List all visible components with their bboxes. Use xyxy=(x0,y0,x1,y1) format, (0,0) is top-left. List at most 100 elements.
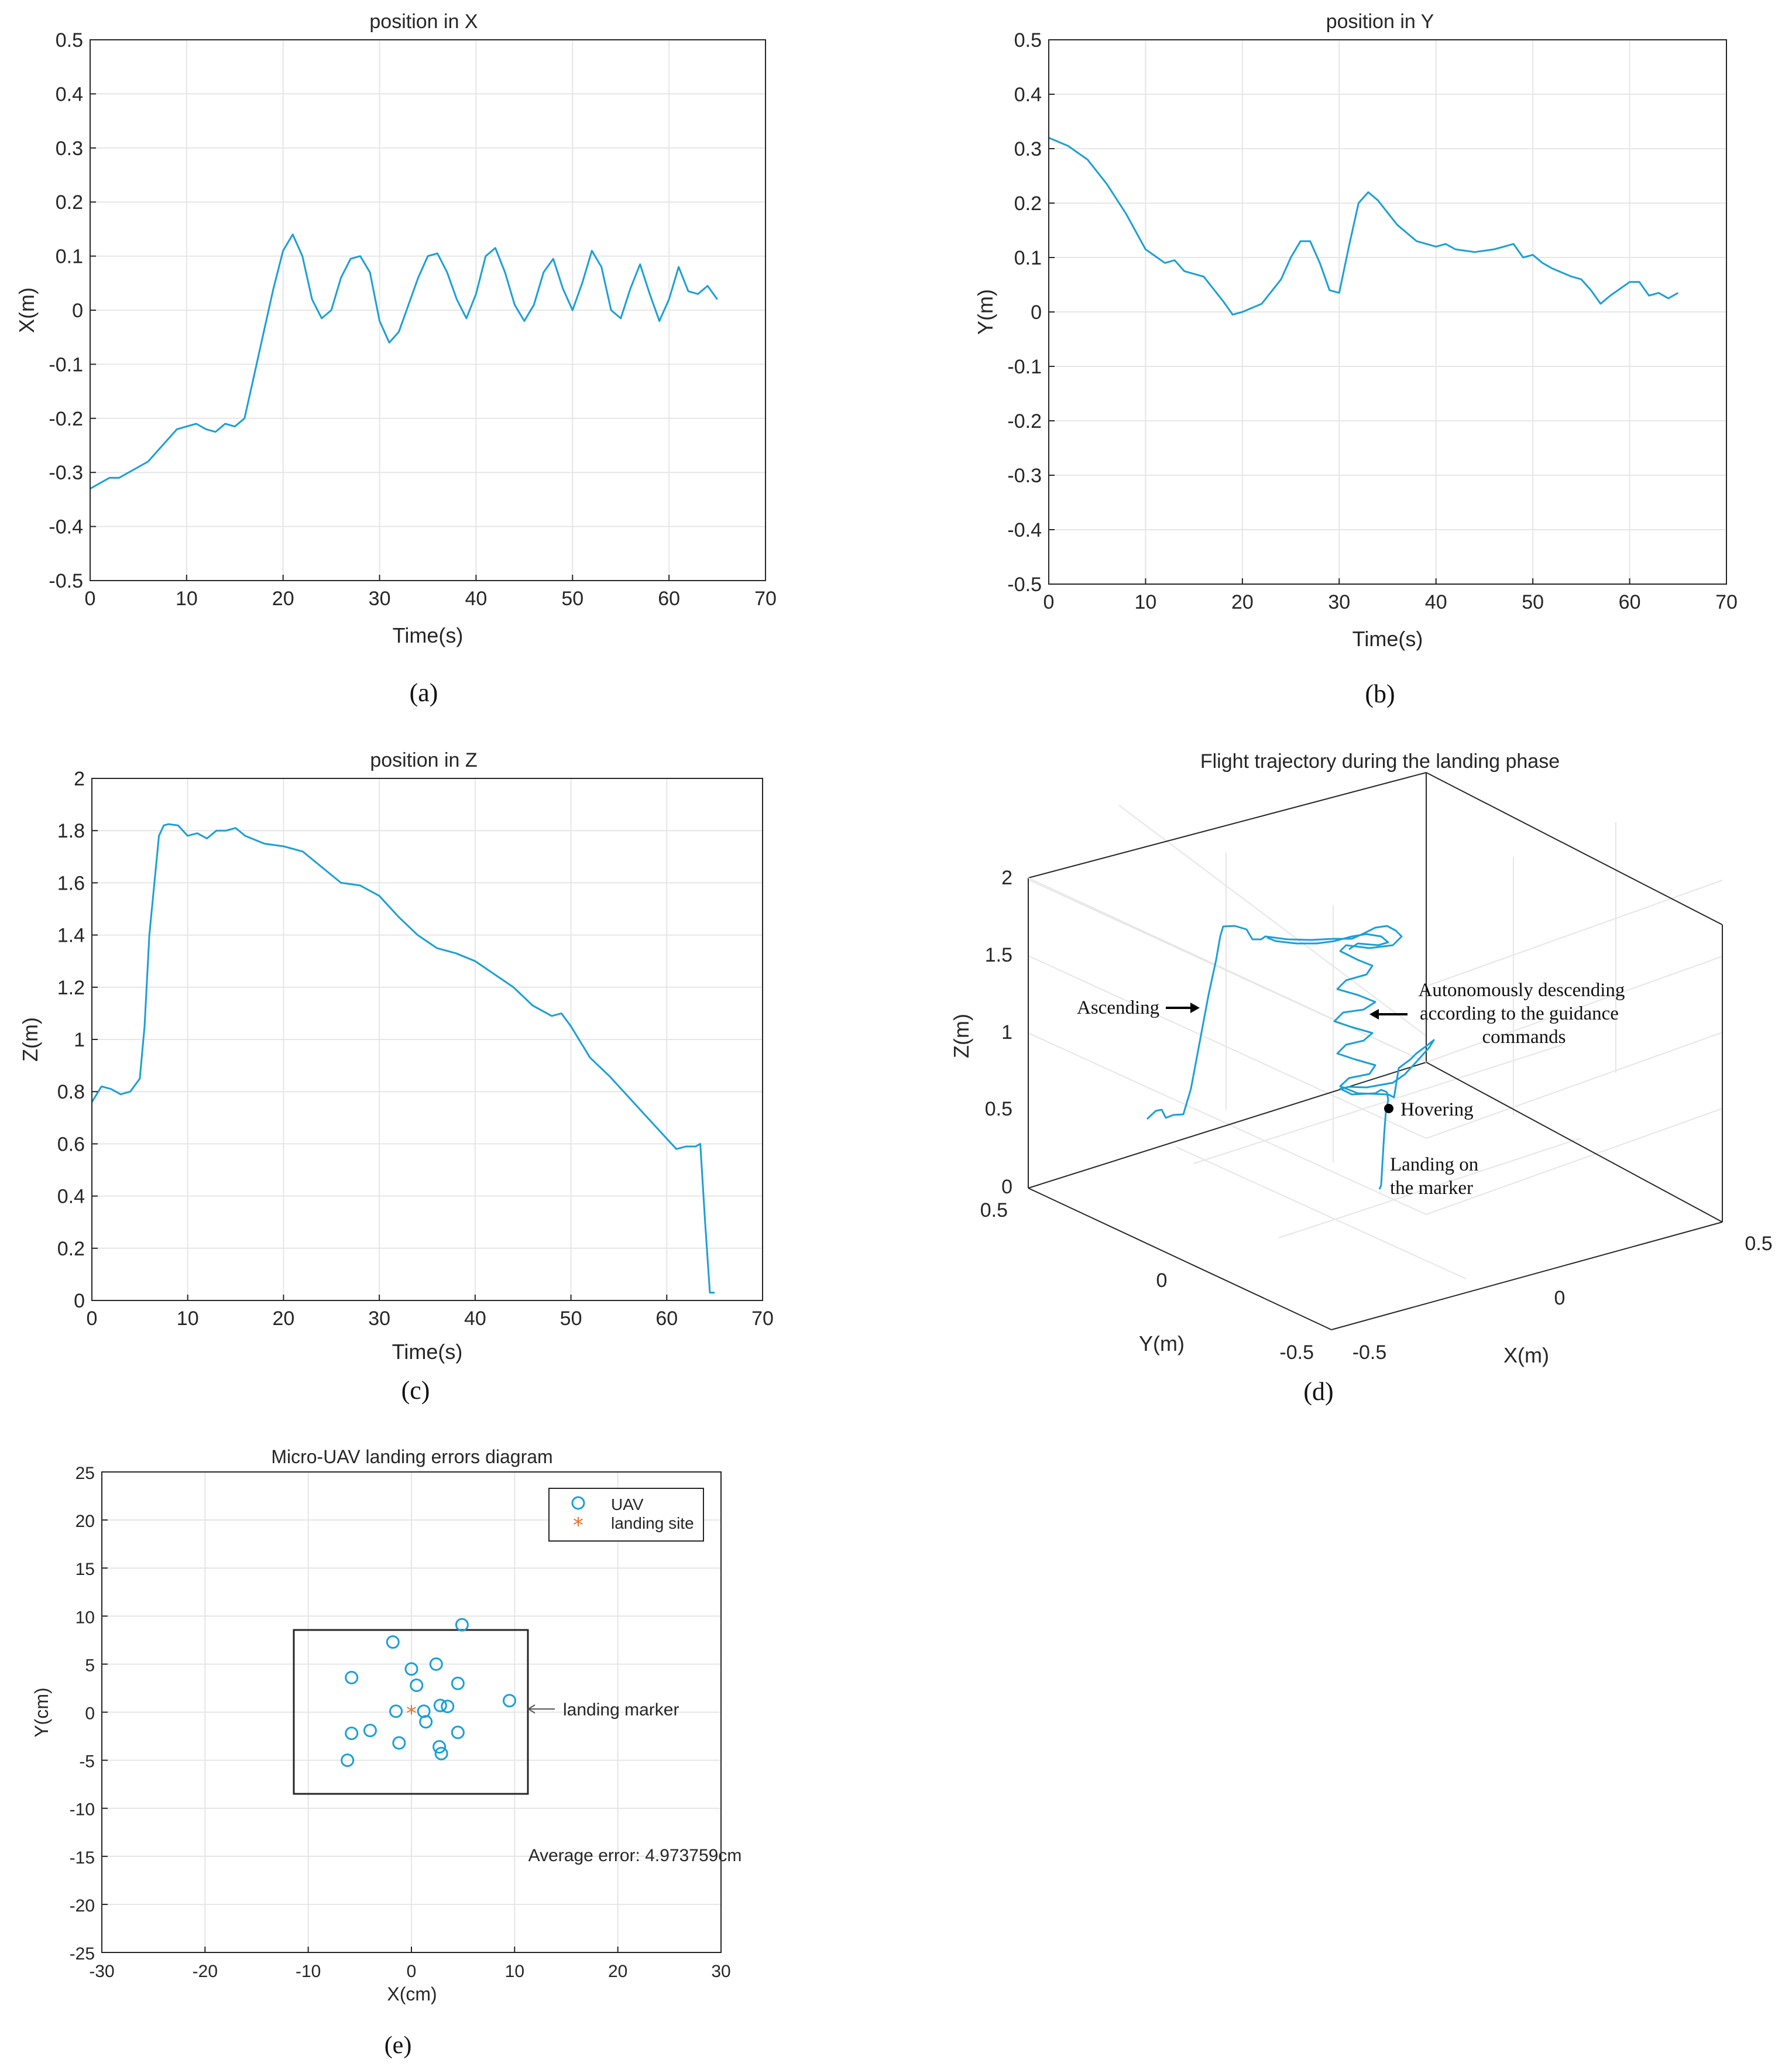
x-tick-label: -20 xyxy=(193,1962,218,1981)
annotation-descending-2: according to the guidance xyxy=(1420,1003,1619,1024)
x-tick-label: 50 xyxy=(1522,591,1544,613)
x-tick-label: 30 xyxy=(1328,591,1350,613)
x-tick-label: 60 xyxy=(1619,591,1641,613)
y-tick-label: -0.1 xyxy=(49,354,83,376)
y-tick-label: 0 xyxy=(72,300,83,322)
y-tick-label: 0 xyxy=(85,1704,95,1724)
uav-point xyxy=(432,1740,447,1754)
y-tick-label: 1.6 xyxy=(57,872,85,894)
x-tick-label: 0 xyxy=(85,588,96,610)
landing-marker-label: landing marker xyxy=(563,1700,679,1720)
panel-d-zlabel: Z(m) xyxy=(949,1014,973,1058)
landing-marker-box xyxy=(293,1629,529,1795)
y-tick-label: 0.1 xyxy=(56,246,83,268)
panel-a-title: position in X xyxy=(369,11,478,33)
x-tick-label: 60 xyxy=(658,588,680,610)
uav-point xyxy=(345,1670,359,1684)
hover-point xyxy=(1384,1104,1393,1113)
x-tick-label: 70 xyxy=(751,1307,774,1330)
y-tick-label: 0.2 xyxy=(1014,193,1042,215)
panel-d-ytick: 0.5 xyxy=(980,1199,1008,1221)
uav-point xyxy=(455,1618,469,1632)
panel-d-annotations: Ascending Autonomously descending accord… xyxy=(1077,980,1625,1199)
series-line-Y xyxy=(1048,137,1679,316)
uav-point xyxy=(392,1736,406,1750)
y-tick-label: 25 xyxy=(75,1464,95,1483)
series-line-X xyxy=(90,234,718,490)
x-tick-label: 0 xyxy=(407,1962,417,1981)
y-tick-label: -0.5 xyxy=(1007,574,1042,596)
uav-point xyxy=(433,1698,447,1712)
series-line-Z xyxy=(91,823,715,1294)
panel-d-xtick: -0.5 xyxy=(1352,1341,1387,1364)
panel-c-xlabel: Time(s) xyxy=(392,1340,463,1364)
y-tick-label: -25 xyxy=(70,1944,95,1964)
panel-e-caption: (e) xyxy=(385,2032,412,2059)
landing-site-point: * xyxy=(406,1702,417,1726)
uav-point xyxy=(363,1724,377,1738)
panel-d-ztick: 0.5 xyxy=(985,1098,1012,1120)
panel-d-top-spiral xyxy=(1266,933,1389,950)
x-tick-label: 60 xyxy=(655,1307,678,1330)
panel-d-ytick: 0 xyxy=(1156,1269,1168,1292)
panel-b-caption: (b) xyxy=(1365,679,1395,708)
average-error-label: Average error: 4.973759cm xyxy=(528,1846,742,1865)
uav-point xyxy=(434,1746,448,1760)
panel-c-caption: (c) xyxy=(401,1376,430,1405)
x-tick-label: 0 xyxy=(87,1307,98,1330)
x-tick-label: 30 xyxy=(369,588,391,610)
panel-d-ztick: 1.5 xyxy=(985,944,1012,966)
y-tick-label: -15 xyxy=(70,1848,95,1868)
y-tick-label: 0.3 xyxy=(1014,138,1042,160)
legend-site-label: landing site xyxy=(611,1514,694,1532)
panel-b-ylabel: Y(m) xyxy=(973,289,997,335)
panel-a-chart: position in X 0 10 20 30 40 50 60 70 -0.5 -0.4 -0.… xyxy=(15,11,777,707)
y-tick-label: 0.2 xyxy=(56,191,83,214)
y-tick-label: 0.5 xyxy=(56,29,83,52)
x-tick-label: 30 xyxy=(711,1962,730,1981)
y-tick-label: -0.4 xyxy=(49,516,83,538)
legend-box xyxy=(548,1488,704,1542)
x-tick-label: -10 xyxy=(296,1962,321,1981)
panel-c-chart: position in Z 0 10 20 30 40 50 60 70 0 0.2 0.4 0.6 0… xyxy=(18,749,774,1405)
y-tick-label: 0.8 xyxy=(57,1081,85,1103)
annotation-ascending: Ascending xyxy=(1077,997,1159,1018)
y-tick-label: 0.6 xyxy=(57,1133,85,1155)
panel-d-caption: (d) xyxy=(1303,1377,1333,1406)
panel-a-xlabel: Time(s) xyxy=(393,623,464,647)
x-tick-label: 40 xyxy=(1425,591,1447,613)
legend-uav-label: UAV xyxy=(611,1495,644,1514)
y-tick-label: 0.4 xyxy=(57,1186,85,1208)
annotation-landing-2: the marker xyxy=(1390,1178,1473,1199)
x-tick-label: 20 xyxy=(272,588,294,610)
panel-d-grid xyxy=(1028,805,1723,1279)
legend-site-marker: * xyxy=(573,1514,583,1538)
y-tick-label: 0.4 xyxy=(56,83,83,105)
x-tick-label: -30 xyxy=(89,1962,114,1981)
panel-d-title: Flight trajectory during the landing pha… xyxy=(1200,750,1560,773)
arrowhead-ascending xyxy=(1190,1003,1200,1013)
y-tick-label: 0 xyxy=(74,1290,85,1312)
x-tick-label: 40 xyxy=(464,1307,486,1330)
y-tick-label: 1 xyxy=(74,1029,85,1051)
uav-point xyxy=(503,1694,517,1708)
x-tick-label: 10 xyxy=(176,588,198,610)
y-tick-label: 5 xyxy=(85,1656,95,1675)
x-tick-label: 50 xyxy=(561,588,583,610)
y-tick-label: -5 xyxy=(79,1752,95,1772)
y-tick-label: 15 xyxy=(75,1560,95,1579)
panel-d-box xyxy=(1028,772,1723,1330)
y-tick-label: -0.2 xyxy=(49,408,83,430)
panel-a-ylabel: X(m) xyxy=(15,287,39,333)
x-tick-label: 70 xyxy=(754,588,777,610)
x-tick-label: 50 xyxy=(560,1307,582,1330)
y-tick-label: 2 xyxy=(74,768,85,790)
y-tick-label: -0.5 xyxy=(49,570,83,592)
uav-point xyxy=(419,1715,433,1729)
uav-point xyxy=(441,1700,455,1714)
y-tick-label: 10 xyxy=(75,1608,95,1627)
panel-e-xlabel: X(cm) xyxy=(387,1983,437,2005)
x-tick-label: 20 xyxy=(1231,591,1254,613)
y-tick-label: 0.1 xyxy=(1014,247,1042,269)
legend-uav-marker xyxy=(571,1496,585,1510)
